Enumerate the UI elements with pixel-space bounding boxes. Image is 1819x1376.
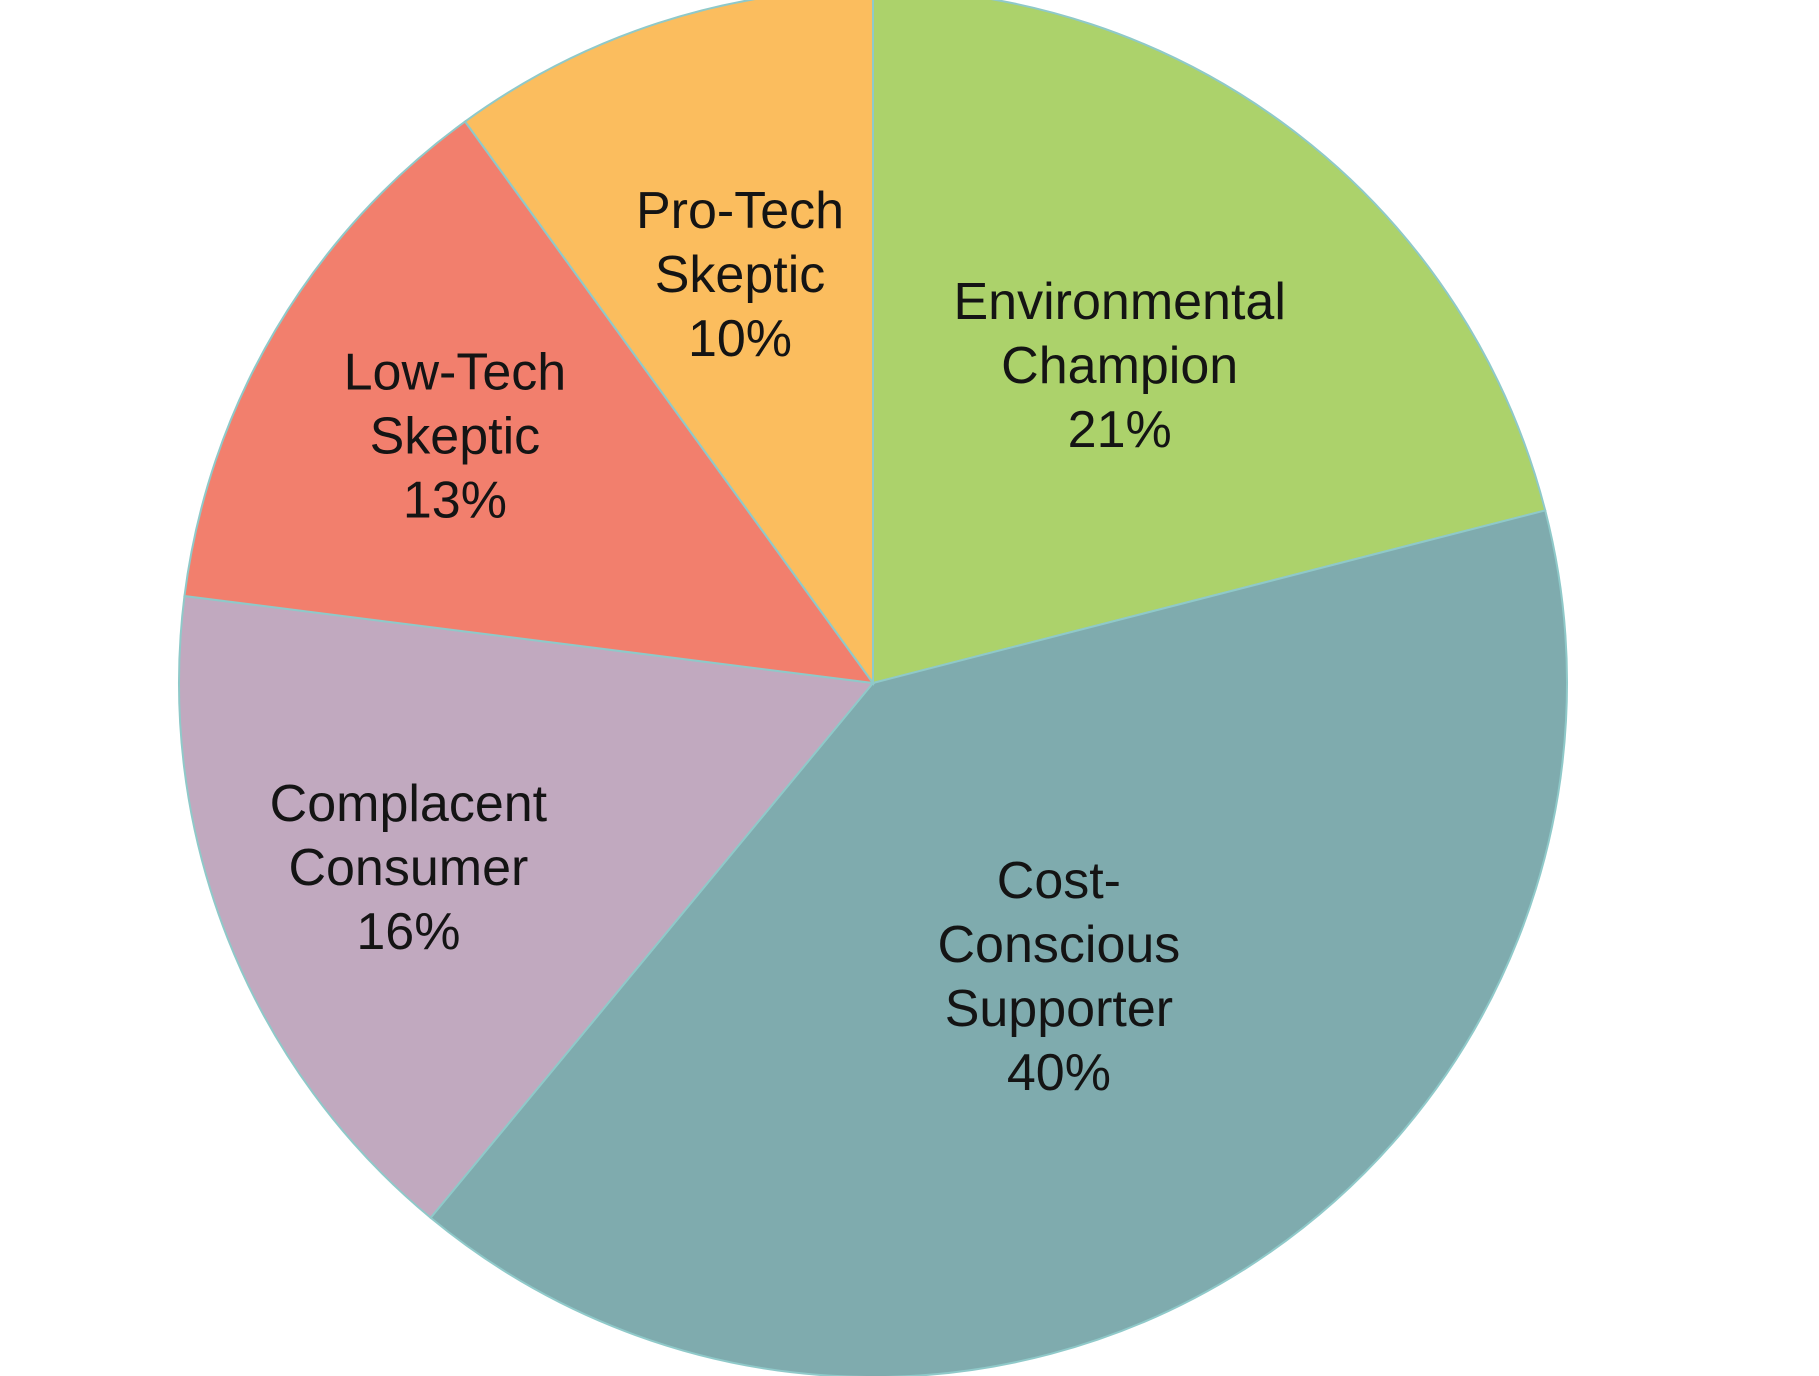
slice-category-label: Environmental xyxy=(954,273,1286,331)
pie-labels: Environmental Champion 21% Cost- Conscious Su… xyxy=(270,182,1286,1102)
slice-value-label: 13% xyxy=(403,472,507,530)
slice-category-label: Champion xyxy=(1001,337,1238,395)
pie-slice-3 xyxy=(177,594,875,1220)
slice-category-label: Skeptic xyxy=(655,246,826,304)
slice-category-label: Consumer xyxy=(288,839,528,897)
slice-category-label: Conscious xyxy=(938,916,1181,974)
pie-slice-label-3: Complacent Consumer 16% xyxy=(270,775,548,961)
pie-slice-label-4: Low-Tech Skeptic 13% xyxy=(344,344,567,530)
pie-slice-5 xyxy=(463,0,874,687)
pie-slice-label-5: Pro-Tech Skeptic 10% xyxy=(636,182,844,368)
pie-slices xyxy=(177,0,1569,1376)
slice-value-label: 21% xyxy=(1068,401,1172,459)
slice-category-label: Skeptic xyxy=(370,408,541,466)
slice-category-label: Low-Tech xyxy=(344,344,567,402)
slice-value-label: 10% xyxy=(688,310,792,368)
pie-slice-4 xyxy=(183,120,876,685)
slice-value-label: 40% xyxy=(1007,1044,1111,1102)
pie-slice-1 xyxy=(872,0,1547,685)
slice-value-label: 16% xyxy=(356,903,460,961)
slice-category-label: Pro-Tech xyxy=(636,182,844,240)
pie-slice-label-2: Cost- Conscious Supporter 40% xyxy=(938,852,1181,1102)
slice-category-label: Cost- xyxy=(997,852,1121,910)
slice-category-label: Supporter xyxy=(945,980,1173,1038)
pie-slice-2 xyxy=(429,509,1569,1376)
pie-slice-label-1: Environmental Champion 21% xyxy=(954,273,1286,459)
slice-category-label: Complacent xyxy=(270,775,548,833)
